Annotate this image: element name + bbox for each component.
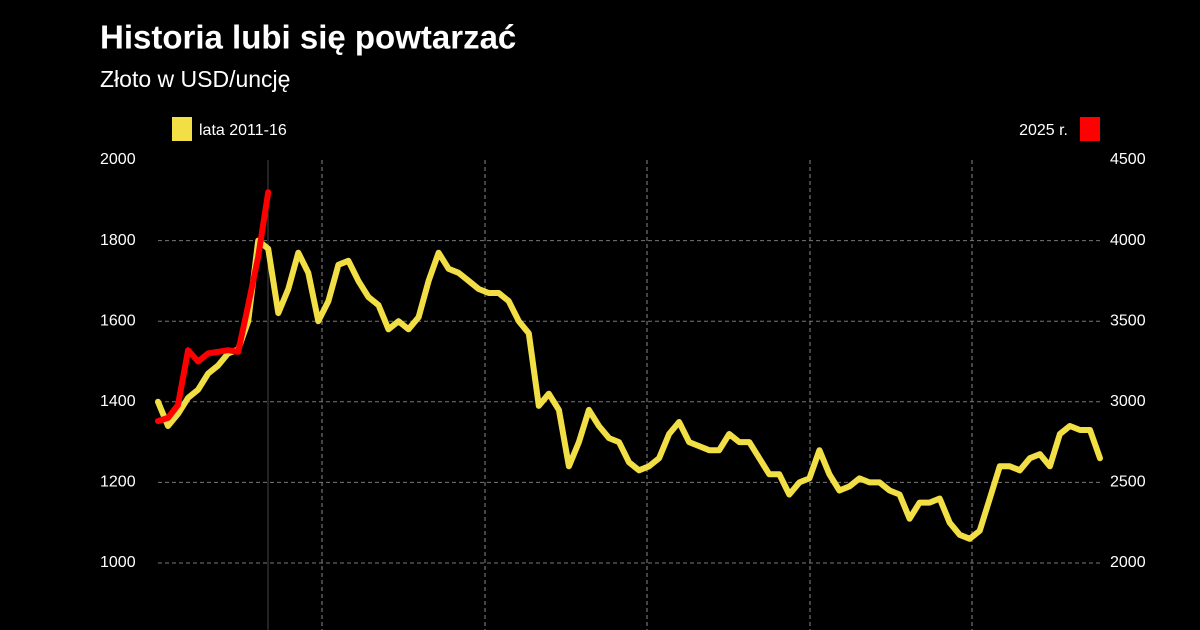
y2-tick-label: 2000 bbox=[1110, 554, 1146, 571]
y2-tick-label: 3500 bbox=[1110, 312, 1146, 329]
series-line bbox=[155, 237, 1103, 542]
y2-tick-label: 2500 bbox=[1110, 474, 1146, 491]
y2-tick-label: 4000 bbox=[1110, 232, 1146, 249]
legend-swatch bbox=[1080, 117, 1100, 141]
y-tick-label: 1600 bbox=[100, 312, 136, 329]
series-line bbox=[155, 189, 272, 425]
legend-label: 2025 r. bbox=[1019, 122, 1068, 139]
y-tick-label: 2000 bbox=[100, 151, 136, 168]
y2-tick-label: 3000 bbox=[1110, 393, 1146, 410]
y-tick-label: 1800 bbox=[100, 232, 136, 249]
legend-swatch bbox=[172, 117, 192, 141]
legend-label: lata 2011-16 bbox=[199, 122, 287, 139]
chart-subtitle: Złoto w USD/uncję bbox=[100, 66, 290, 92]
year-dividers bbox=[267, 160, 973, 630]
y-tick-label: 1200 bbox=[100, 474, 136, 491]
y-tick-label: 1000 bbox=[100, 554, 136, 571]
chart-title: Historia lubi się powtarzać bbox=[100, 19, 516, 56]
y-tick-label: 1400 bbox=[100, 393, 136, 410]
y2-tick-label: 4500 bbox=[1110, 151, 1146, 168]
